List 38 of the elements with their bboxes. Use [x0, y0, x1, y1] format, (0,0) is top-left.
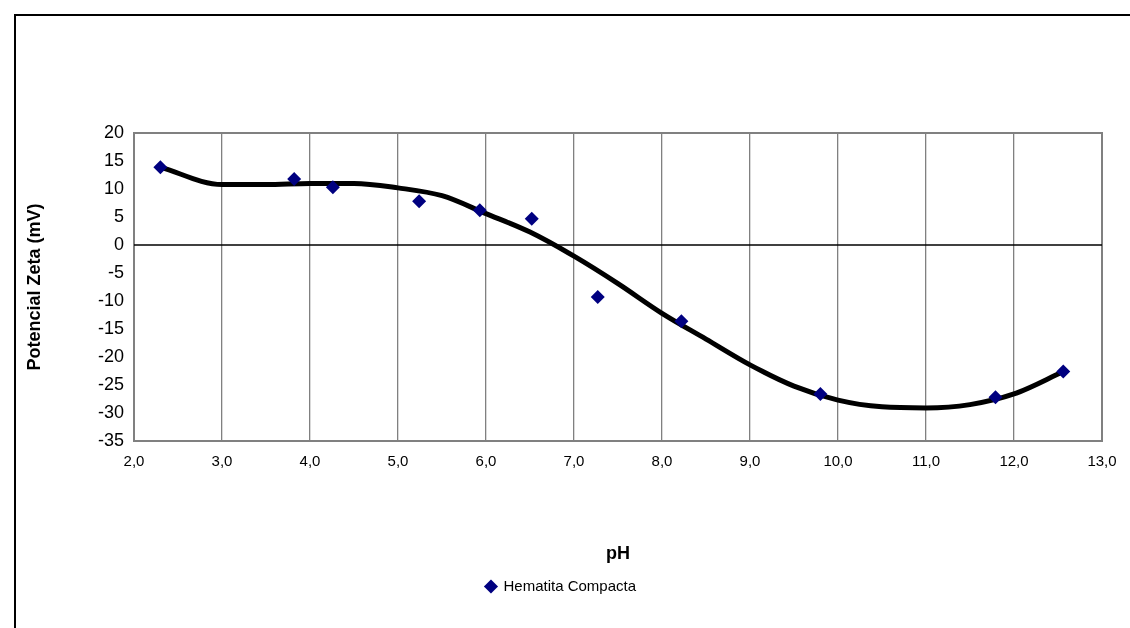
point [153, 160, 168, 175]
point [412, 194, 427, 209]
y-tick-label: -15 [97, 317, 124, 338]
y-tick-label: 10 [103, 177, 124, 198]
point [590, 290, 605, 305]
x-tick-label: 10,0 [823, 452, 853, 470]
y-tick-label: -30 [97, 401, 124, 422]
x-axis-title: pH [606, 543, 630, 564]
x-tick-label: 7,0 [563, 452, 585, 470]
y-tick-label: -25 [97, 373, 124, 394]
x-tick-label: 4,0 [299, 452, 321, 470]
x-tick-label: 13,0 [1087, 452, 1117, 470]
point [325, 180, 340, 195]
point [988, 390, 1003, 405]
x-tick-label: 5,0 [387, 452, 409, 470]
point [524, 211, 539, 226]
y-tick-label: -5 [107, 261, 124, 282]
x-tick-label: 12,0 [999, 452, 1029, 470]
y-tick-label: 15 [103, 149, 124, 170]
y-tick-label: -20 [97, 345, 124, 366]
y-tick-label: 5 [113, 205, 124, 226]
legend-label: Hematita Compacta [503, 576, 637, 594]
point [472, 203, 487, 218]
x-tick-label: 11,0 [911, 452, 941, 470]
x-tick-label: 6,0 [475, 452, 497, 470]
point [1056, 364, 1071, 379]
point [287, 171, 302, 186]
y-axis-title: Potencial Zeta (mV) [23, 203, 44, 371]
y-tick-label: -35 [97, 429, 124, 450]
x-tick-label: 2,0 [123, 452, 145, 470]
x-tick-label: 3,0 [211, 452, 233, 470]
x-tick-label: 8,0 [651, 452, 673, 470]
y-tick-label: 0 [113, 233, 124, 254]
y-tick-label: -10 [97, 289, 124, 310]
x-tick-label: 9,0 [739, 452, 761, 470]
point [813, 386, 828, 401]
y-tick-label: 20 [103, 121, 124, 142]
point [674, 314, 689, 329]
